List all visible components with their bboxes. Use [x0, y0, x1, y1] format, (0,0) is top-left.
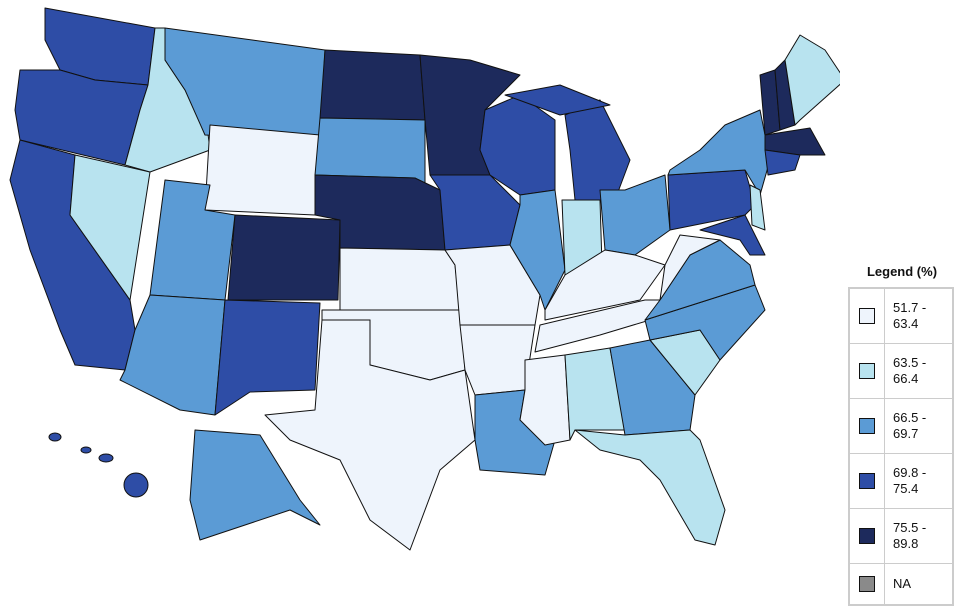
legend-swatch [859, 308, 875, 324]
legend-item: 63.5 - 66.4 [850, 344, 952, 399]
state [227, 214, 341, 301]
state [609, 339, 696, 436]
state [564, 99, 631, 201]
state [69, 154, 151, 301]
map [9, 7, 840, 551]
state [314, 117, 426, 186]
legend-item: NA [850, 564, 952, 604]
legend-swatch-cell [850, 564, 885, 604]
legend-swatch [859, 418, 875, 434]
state [509, 189, 566, 311]
legend-label: 66.5 - 69.7 [893, 410, 927, 441]
state [123, 472, 149, 498]
state [80, 446, 92, 454]
legend-swatch [859, 576, 875, 592]
states [9, 7, 840, 551]
state [544, 249, 666, 321]
legend-label: NA [893, 576, 912, 591]
legend-item: 51.7 - 63.4 [850, 289, 952, 344]
state [659, 234, 721, 301]
state [264, 319, 476, 551]
state [339, 247, 461, 311]
state [764, 149, 801, 176]
legend: 51.7 - 63.4 63.5 - 66.4 66.5 - 69.7 69.8 - … [848, 287, 954, 606]
state [214, 299, 321, 416]
state [564, 347, 626, 441]
legend-swatch [859, 473, 875, 489]
legend-label: 75.5 - 89.8 [893, 520, 927, 551]
legend-label: 69.8 - 75.4 [893, 465, 927, 496]
legend-item: 75.5 - 89.8 [850, 509, 952, 564]
legend-swatch [859, 363, 875, 379]
state [189, 429, 321, 541]
legend-title: Legend (%) [866, 264, 938, 279]
state [749, 184, 766, 231]
state [764, 127, 826, 156]
state [784, 34, 840, 126]
legend-swatch [859, 528, 875, 544]
legend-item: 69.8 - 75.4 [850, 454, 952, 509]
legend-swatch-cell [850, 399, 885, 453]
state [319, 49, 426, 121]
state [459, 324, 536, 396]
state [699, 214, 766, 256]
legend-label: 51.7 - 63.4 [893, 300, 927, 331]
state [204, 124, 321, 216]
legend-swatch-cell [850, 289, 885, 343]
state [48, 432, 62, 442]
state [119, 294, 226, 416]
state [504, 84, 611, 116]
legend-swatch-cell [850, 344, 885, 398]
legend-label: 63.5 - 66.4 [893, 355, 927, 386]
legend-swatch-cell [850, 454, 885, 508]
state [574, 429, 726, 546]
legend-item: 66.5 - 69.7 [850, 399, 952, 454]
legend-swatch-cell [850, 509, 885, 563]
state [98, 453, 114, 463]
